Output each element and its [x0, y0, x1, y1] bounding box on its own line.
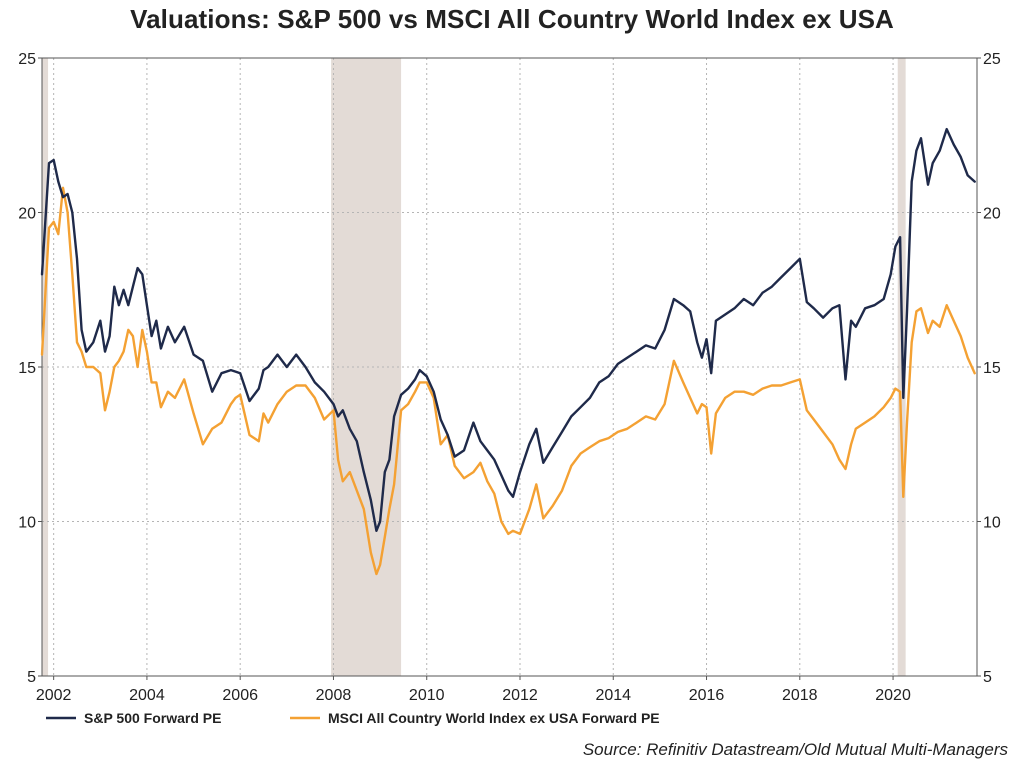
y-tick-label-right: 5: [983, 669, 992, 686]
y-tick-label-left: 20: [18, 206, 36, 223]
recession-band-1: [331, 58, 402, 676]
y-axis-right: 5 10 15 20 25: [977, 51, 1001, 686]
series-line-msci: [40, 186, 976, 576]
y-tick-label-right: 25: [983, 51, 1001, 68]
x-tick-label: 2012: [502, 687, 538, 704]
series-lines: [40, 127, 976, 576]
x-tick-label: 2004: [129, 687, 165, 704]
series-line-sp500: [40, 127, 976, 532]
y-axis-left: 5 10 15 20 25: [18, 51, 42, 686]
y-tick-label-right: 20: [983, 206, 1001, 223]
x-axis: 2002 2004 2006 2008 2010 2012 2014 2016 2018 2020: [36, 676, 911, 704]
y-tick-label-left: 25: [18, 51, 36, 68]
y-tick-label-right: 15: [983, 360, 1001, 377]
x-tick-label: 2016: [689, 687, 725, 704]
y-tick-label-left: 15: [18, 360, 36, 377]
gridlines: [42, 58, 977, 676]
y-tick-label-right: 10: [983, 515, 1001, 532]
x-tick-label: 2006: [222, 687, 258, 704]
y-tick-label-left: 10: [18, 515, 36, 532]
x-tick-label: 2010: [409, 687, 445, 704]
recession-band-0: [42, 58, 49, 676]
chart-title: Valuations: S&P 500 vs MSCI All Country …: [130, 4, 894, 34]
x-tick-label: 2002: [36, 687, 72, 704]
x-tick-label: 2020: [875, 687, 911, 704]
legend-label-0: S&P 500 Forward PE: [84, 710, 221, 726]
x-tick-label: 2014: [595, 687, 631, 704]
legend-label-1: MSCI All Country World Index ex USA Forw…: [328, 710, 660, 726]
source-note: Source: Refinitiv Datastream/Old Mutual …: [582, 740, 1008, 759]
y-tick-label-left: 5: [27, 669, 36, 686]
legend: S&P 500 Forward PE MSCI All Country World…: [46, 710, 660, 726]
x-tick-label: 2008: [316, 687, 352, 704]
x-tick-label: 2018: [782, 687, 818, 704]
